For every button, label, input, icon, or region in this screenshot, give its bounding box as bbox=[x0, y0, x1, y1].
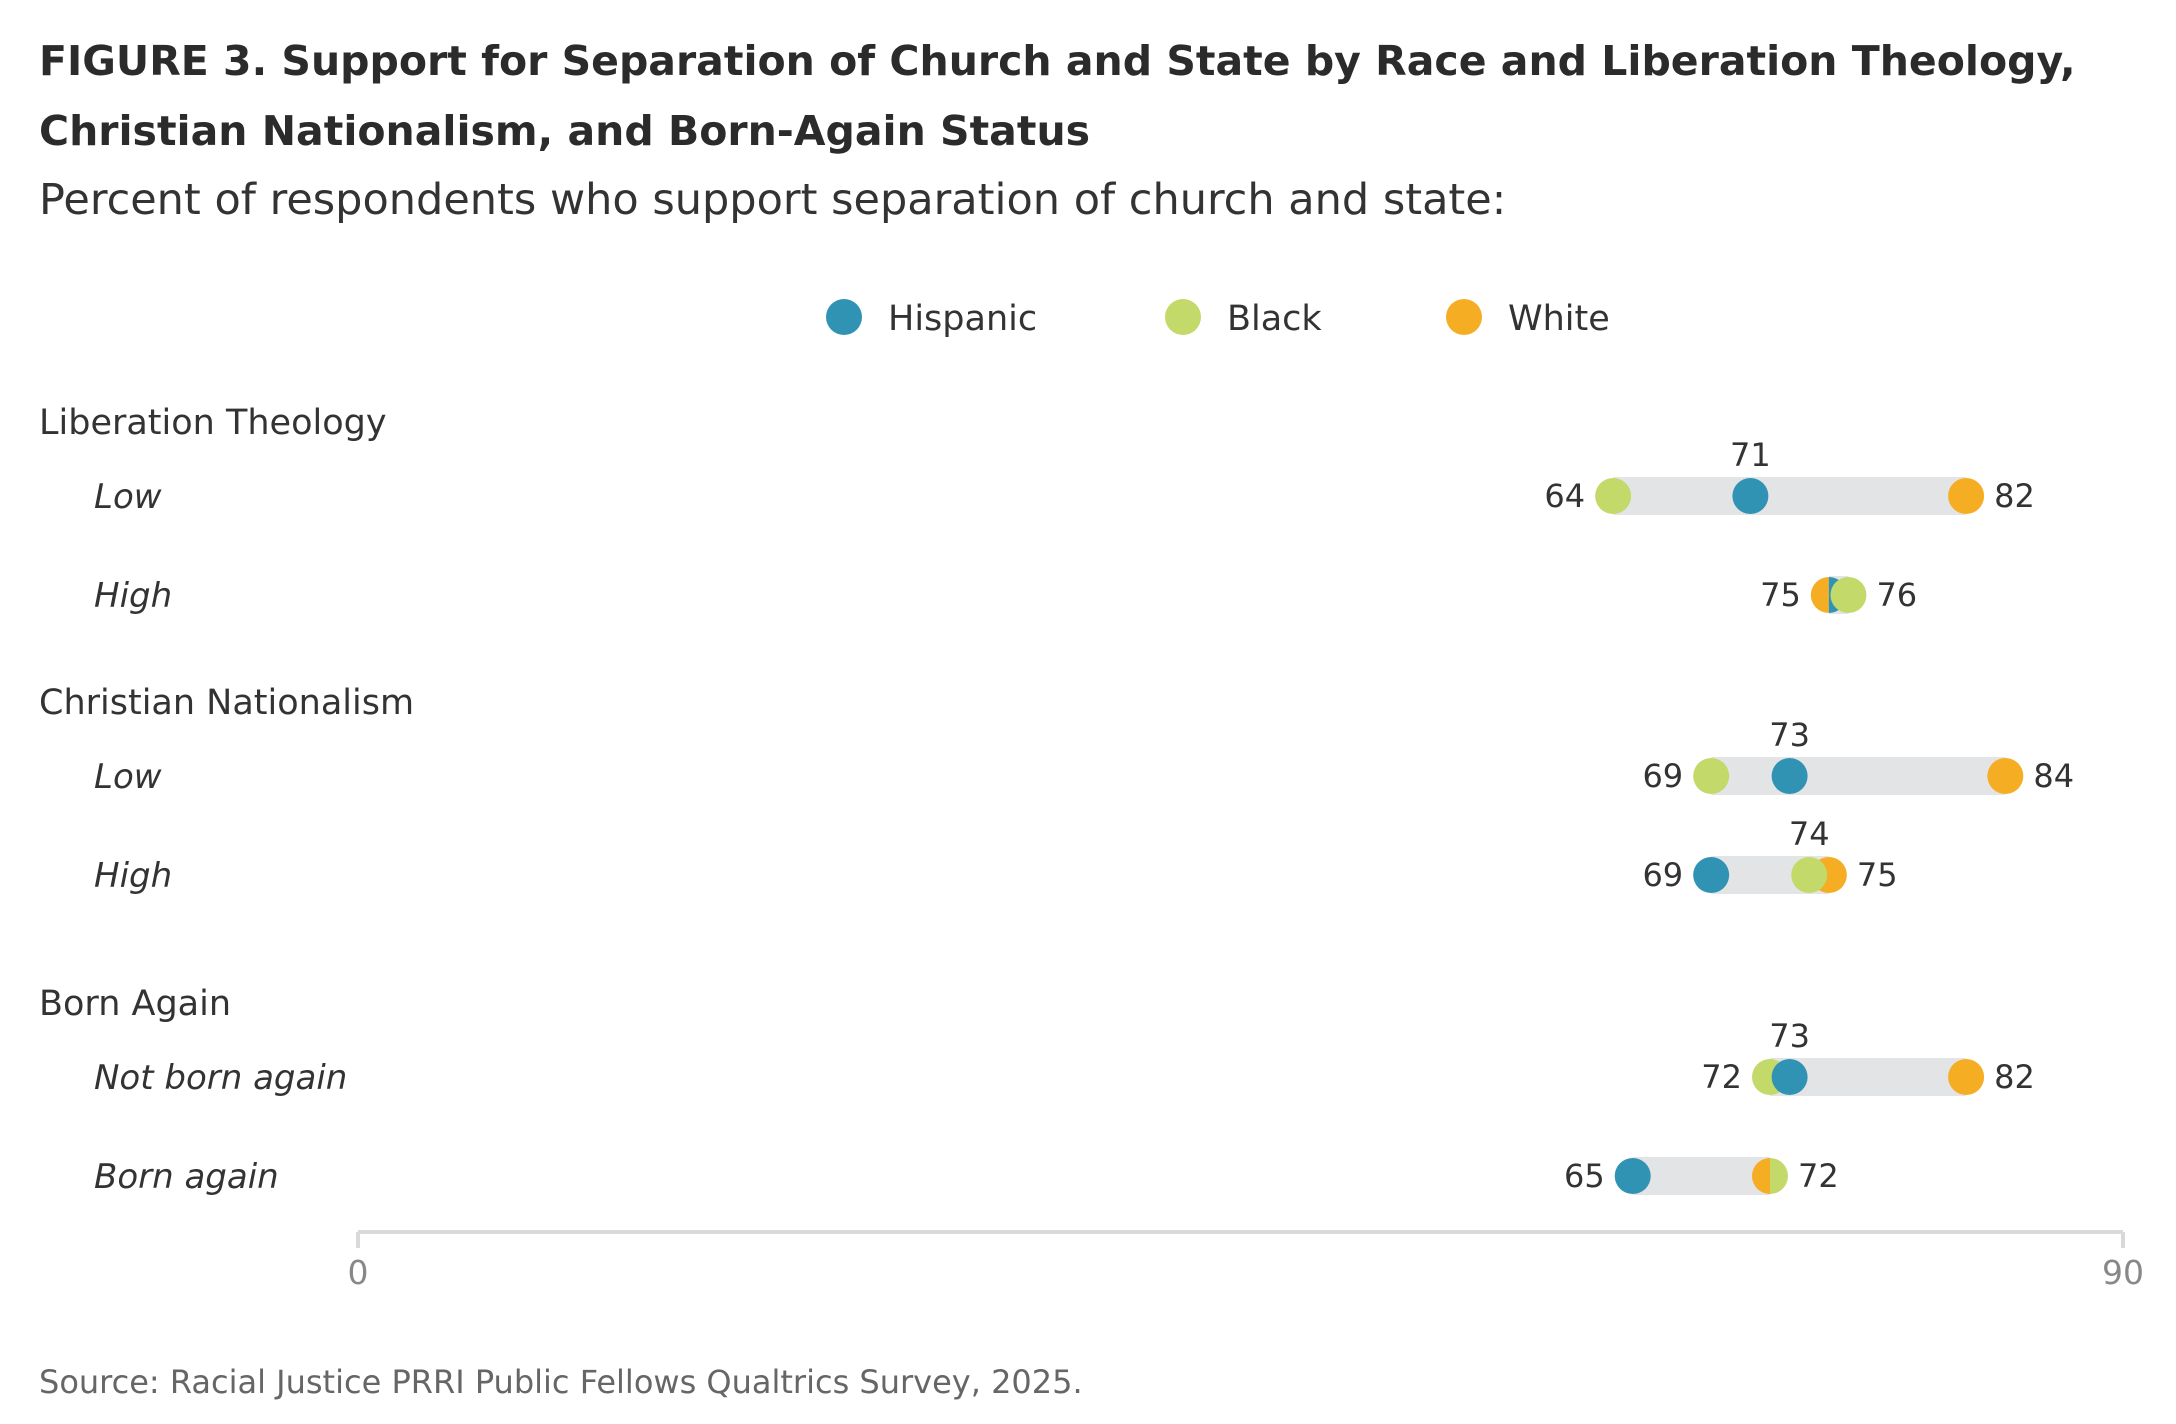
row-label-christian-nationalism-low: Low bbox=[94, 757, 162, 797]
legend-label-hispanic: Hispanic bbox=[888, 299, 1037, 339]
value-label-born-again-not-born-again-82: 82 bbox=[1994, 1058, 2035, 1096]
value-label-christian-nationalism-low-69: 69 bbox=[1642, 757, 1683, 795]
value-label-christian-nationalism-low-73: 73 bbox=[1769, 716, 1810, 754]
value-label-liberation-theology-high-76: 76 bbox=[1876, 576, 1917, 614]
value-label-born-again-born-again-65: 65 bbox=[1564, 1157, 1605, 1195]
value-label-liberation-theology-low-71: 71 bbox=[1730, 436, 1771, 474]
range-track-liberation-theology-low bbox=[1613, 477, 1967, 515]
value-label-born-again-not-born-again-72: 72 bbox=[1701, 1058, 1742, 1096]
source-note: Source: Racial Justice PRRI Public Fello… bbox=[39, 1363, 1083, 1401]
legend-marker-hispanic bbox=[826, 299, 862, 335]
x-axis-tick-label-0: 0 bbox=[348, 1253, 369, 1292]
dot-black-born-again-born-again bbox=[1770, 1158, 1788, 1194]
dot-hispanic-christian-nationalism-high bbox=[1693, 857, 1730, 893]
dot-white-liberation-theology-high bbox=[1810, 577, 1829, 613]
legend-marker-black bbox=[1165, 299, 1201, 335]
dot-hispanic-liberation-theology-low bbox=[1732, 478, 1769, 514]
value-label-liberation-theology-high-75: 75 bbox=[1760, 576, 1801, 614]
dot-white-born-again-not-born-again bbox=[1948, 1059, 1985, 1095]
dot-white-liberation-theology-low bbox=[1948, 478, 1985, 514]
row-label-born-again-not-born-again: Not born again bbox=[94, 1058, 347, 1098]
value-label-liberation-theology-low-64: 64 bbox=[1544, 477, 1585, 515]
dot-black-liberation-theology-low bbox=[1595, 478, 1632, 514]
dot-white-born-again-born-again bbox=[1752, 1158, 1770, 1194]
chart-subtitle: Percent of respondents who support separ… bbox=[39, 175, 1507, 225]
dot-hispanic-born-again-born-again bbox=[1614, 1158, 1651, 1194]
value-label-christian-nationalism-high-75: 75 bbox=[1857, 856, 1898, 894]
range-track-born-again-born-again bbox=[1632, 1157, 1770, 1195]
row-label-liberation-theology-low: Low bbox=[94, 477, 162, 517]
group-label-born-again: Born Again bbox=[39, 984, 231, 1024]
legend-marker-white bbox=[1446, 299, 1482, 335]
value-label-born-again-not-born-again-73: 73 bbox=[1769, 1017, 1810, 1055]
x-axis-tick-label-90: 90 bbox=[2102, 1253, 2144, 1292]
value-label-christian-nationalism-low-84: 84 bbox=[2033, 757, 2074, 795]
row-label-christian-nationalism-high: High bbox=[94, 856, 172, 896]
chart-title: FIGURE 3. Support for Separation of Chur… bbox=[39, 37, 2076, 155]
dot-black-christian-nationalism-low bbox=[1693, 758, 1730, 794]
value-label-liberation-theology-low-82: 82 bbox=[1994, 477, 2035, 515]
dot-white-christian-nationalism-low bbox=[1987, 758, 2024, 794]
range-track-christian-nationalism-low bbox=[1711, 757, 2006, 795]
legend-label-white: White bbox=[1508, 299, 1610, 339]
legend-label-black: Black bbox=[1227, 299, 1322, 339]
group-label-liberation-theology: Liberation Theology bbox=[39, 403, 387, 443]
row-label-born-again-born-again: Born again bbox=[94, 1157, 279, 1197]
value-label-born-again-born-again-72: 72 bbox=[1798, 1157, 1839, 1195]
row-label-liberation-theology-high: High bbox=[94, 576, 172, 616]
group-label-christian-nationalism: Christian Nationalism bbox=[39, 683, 414, 723]
dot-hispanic-christian-nationalism-low bbox=[1771, 758, 1808, 794]
dot-hispanic-born-again-not-born-again bbox=[1771, 1059, 1808, 1095]
value-label-christian-nationalism-high-69: 69 bbox=[1642, 856, 1683, 894]
value-label-christian-nationalism-high-74: 74 bbox=[1789, 815, 1830, 853]
dot-black-liberation-theology-high bbox=[1830, 577, 1867, 613]
dot-black-christian-nationalism-high bbox=[1791, 857, 1828, 893]
